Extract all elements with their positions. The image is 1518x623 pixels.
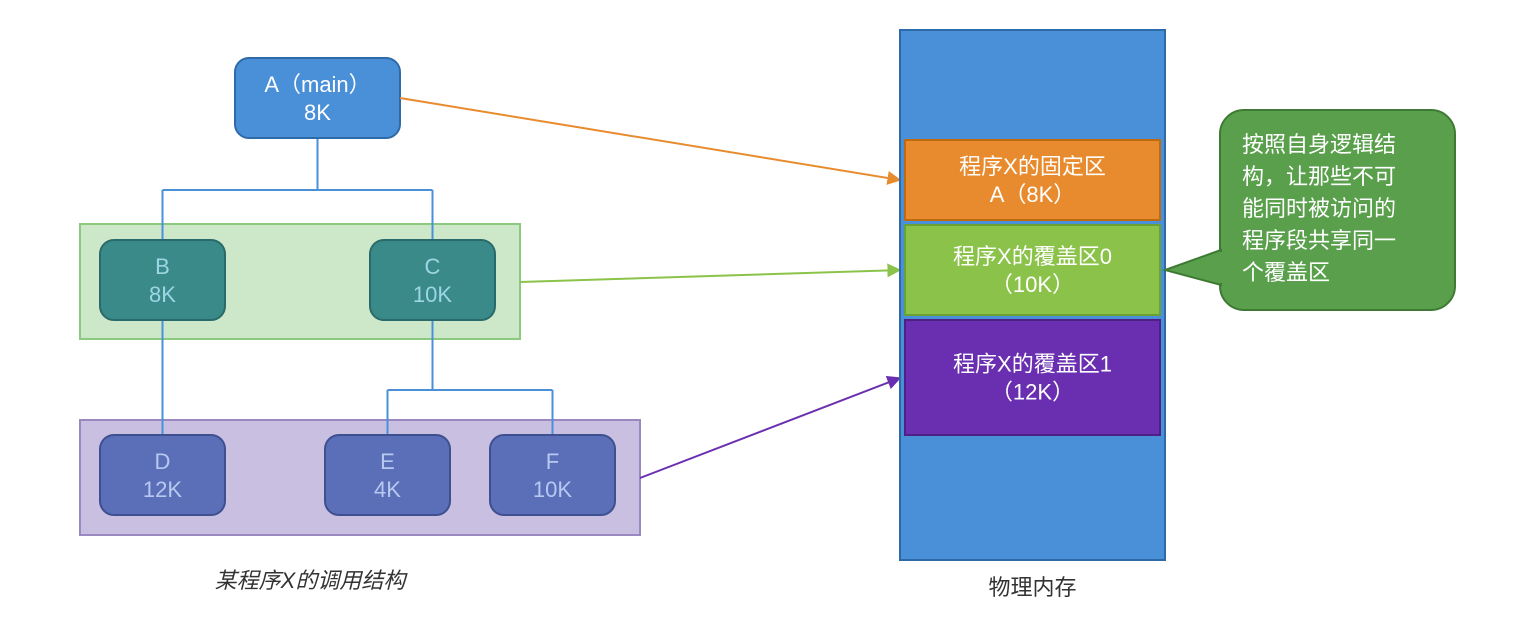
- callout-line-1: 构，让那些不可: [1242, 164, 1396, 189]
- memory-overlay1-label2: （12K）: [991, 380, 1074, 405]
- node-F-label1: F: [546, 449, 559, 474]
- memory-segment-fixed: 程序X的固定区 A（8K）: [905, 140, 1160, 220]
- memory-overlay0-label2: （10K）: [991, 272, 1074, 297]
- tree-caption: 某程序X的调用结构: [215, 568, 409, 593]
- node-D: D 12K: [100, 435, 225, 515]
- memory-fixed-label1: 程序X的固定区: [959, 154, 1106, 179]
- memory-fixed-label2: A（8K）: [990, 182, 1076, 207]
- node-E-label2: 4K: [374, 477, 401, 502]
- node-A-label1: A（main）: [264, 72, 370, 97]
- node-C-label2: 10K: [413, 282, 452, 307]
- node-D-label2: 12K: [143, 477, 182, 502]
- memory-segment-overlay1: 程序X的覆盖区1 （12K）: [905, 320, 1160, 435]
- overlay-diagram: A（main） 8K B 8K C 10K D 12K E 4K F 10K 某程序X的调用结构 程序X的…: [0, 0, 1518, 623]
- node-F: F 10K: [490, 435, 615, 515]
- node-C: C 10K: [370, 240, 495, 320]
- node-E: E 4K: [325, 435, 450, 515]
- node-B: B 8K: [100, 240, 225, 320]
- callout-line-2: 能同时被访问的: [1242, 196, 1396, 221]
- arrow-green-to-overlay0: [520, 270, 900, 282]
- memory-caption: 物理内存: [988, 575, 1076, 600]
- memory-segment-overlay0: 程序X的覆盖区0 （10K）: [905, 225, 1160, 315]
- node-A-label2: 8K: [304, 100, 331, 125]
- arrow-purple-to-overlay1: [640, 378, 900, 478]
- callout-line-4: 个覆盖区: [1242, 260, 1330, 285]
- arrow-a-to-fixed: [400, 98, 900, 180]
- node-D-label1: D: [155, 449, 171, 474]
- memory-overlay0-label1: 程序X的覆盖区0: [953, 244, 1112, 269]
- node-B-label2: 8K: [149, 282, 176, 307]
- callout-line-0: 按照自身逻辑结: [1242, 132, 1396, 157]
- node-F-label2: 10K: [533, 477, 572, 502]
- node-C-label1: C: [425, 254, 441, 279]
- node-B-label1: B: [155, 254, 170, 279]
- node-A: A（main） 8K: [235, 58, 400, 138]
- memory-overlay1-label1: 程序X的覆盖区1: [953, 352, 1112, 377]
- callout: 按照自身逻辑结构，让那些不可能同时被访问的程序段共享同一个覆盖区: [1165, 110, 1455, 310]
- callout-line-3: 程序段共享同一: [1242, 228, 1396, 253]
- node-E-label1: E: [380, 449, 395, 474]
